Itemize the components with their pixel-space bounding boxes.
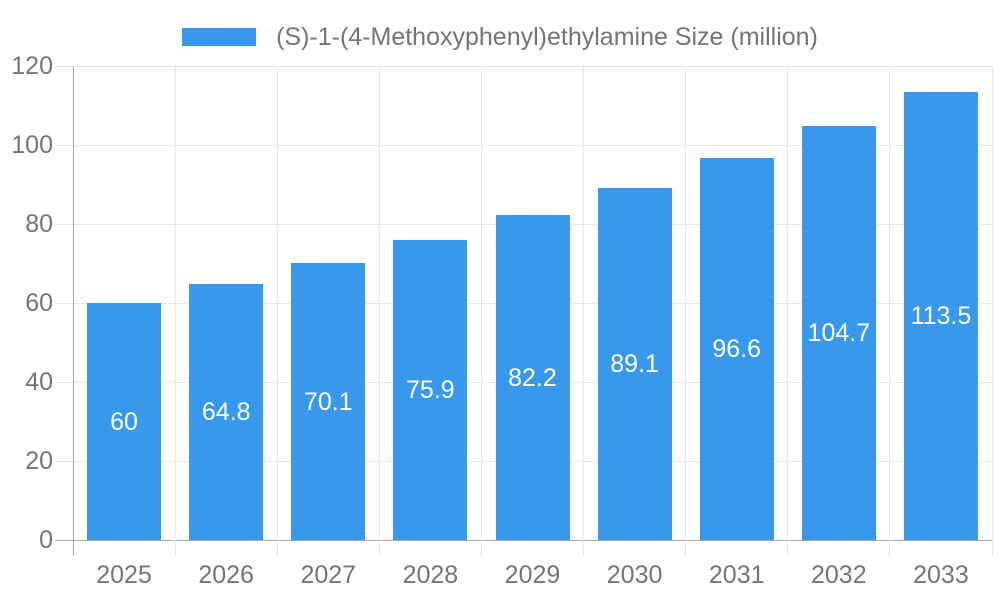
x-axis-tick-label: 2032 [811,561,867,589]
bar-value-label: 104.7 [807,319,871,348]
bar-value-label: 82.2 [508,363,557,392]
h-gridline [55,144,992,146]
x-axis-tick-label: 2029 [504,561,561,589]
bar-value-label: 70.1 [303,387,353,416]
legend-swatch [182,28,257,46]
v-gridline [787,66,789,556]
v-gridline [378,66,380,556]
x-axis-tick-label: 2028 [402,561,459,589]
v-gridline [276,66,278,556]
bar-2028[interactable] [393,240,468,540]
v-gridline [685,66,687,556]
y-axis-tick-label: 0 [39,526,53,554]
v-gridline [583,66,585,556]
bar-2030[interactable] [597,188,672,540]
y-axis-tick-label: 80 [25,210,53,238]
chart-legend: (S)-1-(4-Methoxyphenyl)ethylamine Size (… [0,24,1000,50]
bar-value-label: 60 [110,407,138,436]
bar-2032[interactable] [801,126,876,540]
v-gridline [480,66,482,556]
bar-value-label: 96.6 [712,335,762,364]
x-axis-tick-label: 2030 [606,561,663,589]
x-axis-tick-label: 2026 [198,561,254,589]
bar-2025[interactable] [87,303,162,540]
x-axis-tick-label: 2033 [913,561,969,589]
bar-value-label: 75.9 [406,376,455,405]
bar-2027[interactable] [291,263,366,540]
x-axis-tick-label: 2027 [300,561,357,589]
v-gridline [174,66,176,556]
legend-title: (S)-1-(4-Methoxyphenyl)ethylamine Size (… [276,23,818,51]
y-axis-line [72,66,74,556]
bar-2033[interactable] [903,91,978,540]
y-axis-tick-label: 100 [11,131,53,159]
x-axis-baseline [55,539,992,541]
v-gridline [991,66,993,556]
y-axis-tick-label: 120 [11,52,53,80]
y-axis-tick-label: 20 [25,447,53,475]
x-axis-tick-label: 2031 [708,561,765,589]
bar-value-label: 64.8 [201,398,251,427]
bar-2026[interactable] [189,284,264,540]
x-axis-tick-label: 2025 [96,561,152,589]
bar-value-label: 89.1 [610,350,659,379]
bar-value-label: 113.5 [910,301,972,330]
bar-2029[interactable] [495,215,570,540]
y-axis-tick-label: 40 [25,368,53,396]
y-axis-tick-label: 60 [25,289,53,317]
v-gridline [889,66,891,556]
h-gridline [55,65,992,67]
bar-2031[interactable] [699,158,774,540]
